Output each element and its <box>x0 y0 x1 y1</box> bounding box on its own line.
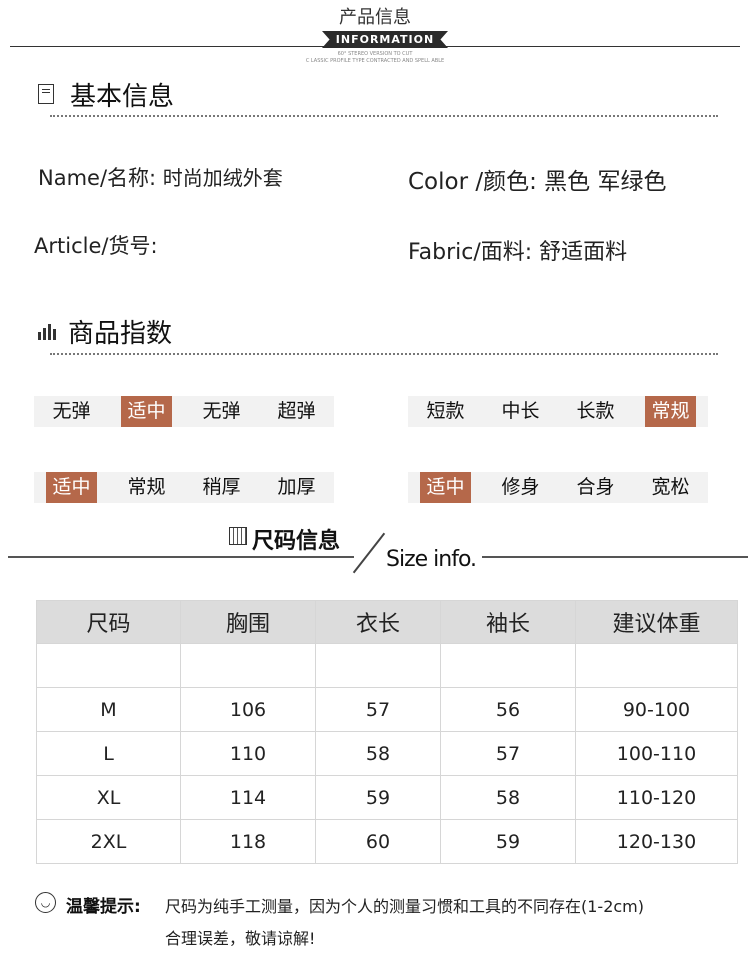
index-option-selected: 常规 <box>633 396 708 427</box>
index-option: 中长 <box>483 396 558 427</box>
index-option-label: 短款 <box>426 400 465 422</box>
index-option-label: 无弹 <box>52 400 91 422</box>
article-label: Article/货号: <box>34 234 158 258</box>
table-cell: 57 <box>315 687 441 732</box>
name-value: 时尚加绒外套 <box>162 166 283 190</box>
index-option-selected: 适中 <box>408 472 483 503</box>
information-ribbon: INFORMATION <box>322 31 448 48</box>
index-option-selected: 适中 <box>109 396 184 427</box>
index-option: 长款 <box>558 396 633 427</box>
name-label: Name/名称: <box>38 166 157 190</box>
index-group: 适中 修身 合身 宽松 <box>408 472 708 503</box>
index-option-label: 修身 <box>501 476 540 498</box>
index-option-label: 适中 <box>420 472 471 503</box>
table-cell: 90-100 <box>575 687 738 732</box>
table-cell: 58 <box>440 775 576 820</box>
index-option: 宽松 <box>633 472 708 503</box>
index-option-label: 长款 <box>576 400 615 422</box>
index-option-label: 宽松 <box>651 476 690 498</box>
table-cell: 56 <box>440 687 576 732</box>
header-weight: 建议体重 <box>575 600 738 644</box>
bar-chart-icon <box>38 324 56 340</box>
slash-divider <box>352 532 386 574</box>
index-group: 适中 常规 稍厚 加厚 <box>34 472 334 503</box>
index-option-label: 无弹 <box>202 400 241 422</box>
index-option: 稍厚 <box>184 472 259 503</box>
header-title: 产品信息 <box>339 7 411 28</box>
index-option-label: 加厚 <box>277 476 316 498</box>
header-length: 衣长 <box>315 600 441 644</box>
table-cell: L <box>36 731 181 776</box>
section-title-basic: 基本信息 <box>70 82 175 112</box>
index-option-selected: 适中 <box>34 472 109 503</box>
smile-icon: ◡ <box>35 892 56 913</box>
table-cell: 110-120 <box>575 775 738 820</box>
index-option-label: 中长 <box>501 400 540 422</box>
table-cell: 120-130 <box>575 819 738 864</box>
table-cell: 114 <box>180 775 316 820</box>
size-title-en: Size info. <box>386 547 477 572</box>
dotted-divider <box>50 353 718 355</box>
size-divider-left <box>8 556 354 558</box>
table-cell: 110 <box>180 731 316 776</box>
index-option-label: 适中 <box>121 396 172 427</box>
dotted-divider <box>50 115 718 117</box>
header-size: 尺码 <box>36 600 181 644</box>
table-cell: 58 <box>315 731 441 776</box>
index-option: 无弹 <box>34 396 109 427</box>
color-label: Color /颜色: <box>408 169 537 195</box>
note-line1: 尺码为纯手工测量，因为个人的测量习惯和工具的不同存在(1-2cm) <box>165 897 645 916</box>
index-option-label: 合身 <box>576 476 615 498</box>
table-cell: 57 <box>440 731 576 776</box>
note-line2: 合理误差，敬请谅解! <box>165 929 316 948</box>
index-option: 合身 <box>558 472 633 503</box>
size-title: 尺码信息 <box>252 529 341 554</box>
header-subtext: C LASSIC PROFILE TYPE CONTRACTED AND SPE… <box>305 58 445 64</box>
table-cell: 2XL <box>36 819 181 864</box>
empty-row <box>36 643 738 688</box>
document-icon <box>38 84 54 104</box>
header-subtext: 60° STEREO VERSION TO CUT <box>337 51 413 57</box>
section-title-index: 商品指数 <box>68 319 173 349</box>
table-cell: M <box>36 687 181 732</box>
table-row: L 110 58 57 100-110 <box>36 731 738 776</box>
size-divider-right <box>482 556 748 558</box>
index-group: 无弹 适中 无弹 超弹 <box>34 396 334 427</box>
index-option: 短款 <box>408 396 483 427</box>
table-row: 2XL 118 60 59 120-130 <box>36 819 738 864</box>
index-group: 短款 中长 长款 常规 <box>408 396 708 427</box>
index-option: 常规 <box>109 472 184 503</box>
table-cell: 59 <box>440 819 576 864</box>
table-header-row: 尺码 胸围 衣长 袖长 建议体重 <box>36 600 738 644</box>
index-option: 修身 <box>483 472 558 503</box>
index-option: 无弹 <box>184 396 259 427</box>
table-cell: 100-110 <box>575 731 738 776</box>
calendar-icon <box>229 527 247 545</box>
table-cell: XL <box>36 775 181 820</box>
index-option-label: 适中 <box>46 472 97 503</box>
fabric-label: Fabric/面料: <box>408 240 533 265</box>
table-cell: 118 <box>180 819 316 864</box>
index-option-label: 超弹 <box>277 400 316 422</box>
header-chest: 胸围 <box>180 600 316 644</box>
color-value: 黑色 军绿色 <box>544 169 667 195</box>
index-option-label: 常规 <box>645 396 696 427</box>
index-option-label: 常规 <box>127 476 166 498</box>
header-sleeve: 袖长 <box>440 600 576 644</box>
table-cell: 106 <box>180 687 316 732</box>
index-option: 超弹 <box>259 396 334 427</box>
note-label: 温馨提示: <box>66 897 141 917</box>
table-cell: 59 <box>315 775 441 820</box>
size-table: 尺码 胸围 衣长 袖长 建议体重 M 106 57 56 90-100 L 110 58 57 1… <box>36 600 738 864</box>
table-cell: 60 <box>315 819 441 864</box>
table-row: XL 114 59 58 110-120 <box>36 775 738 820</box>
table-row: M 106 57 56 90-100 <box>36 687 738 732</box>
fabric-value: 舒适面料 <box>539 240 628 265</box>
index-option-label: 稍厚 <box>202 476 241 498</box>
index-option: 加厚 <box>259 472 334 503</box>
